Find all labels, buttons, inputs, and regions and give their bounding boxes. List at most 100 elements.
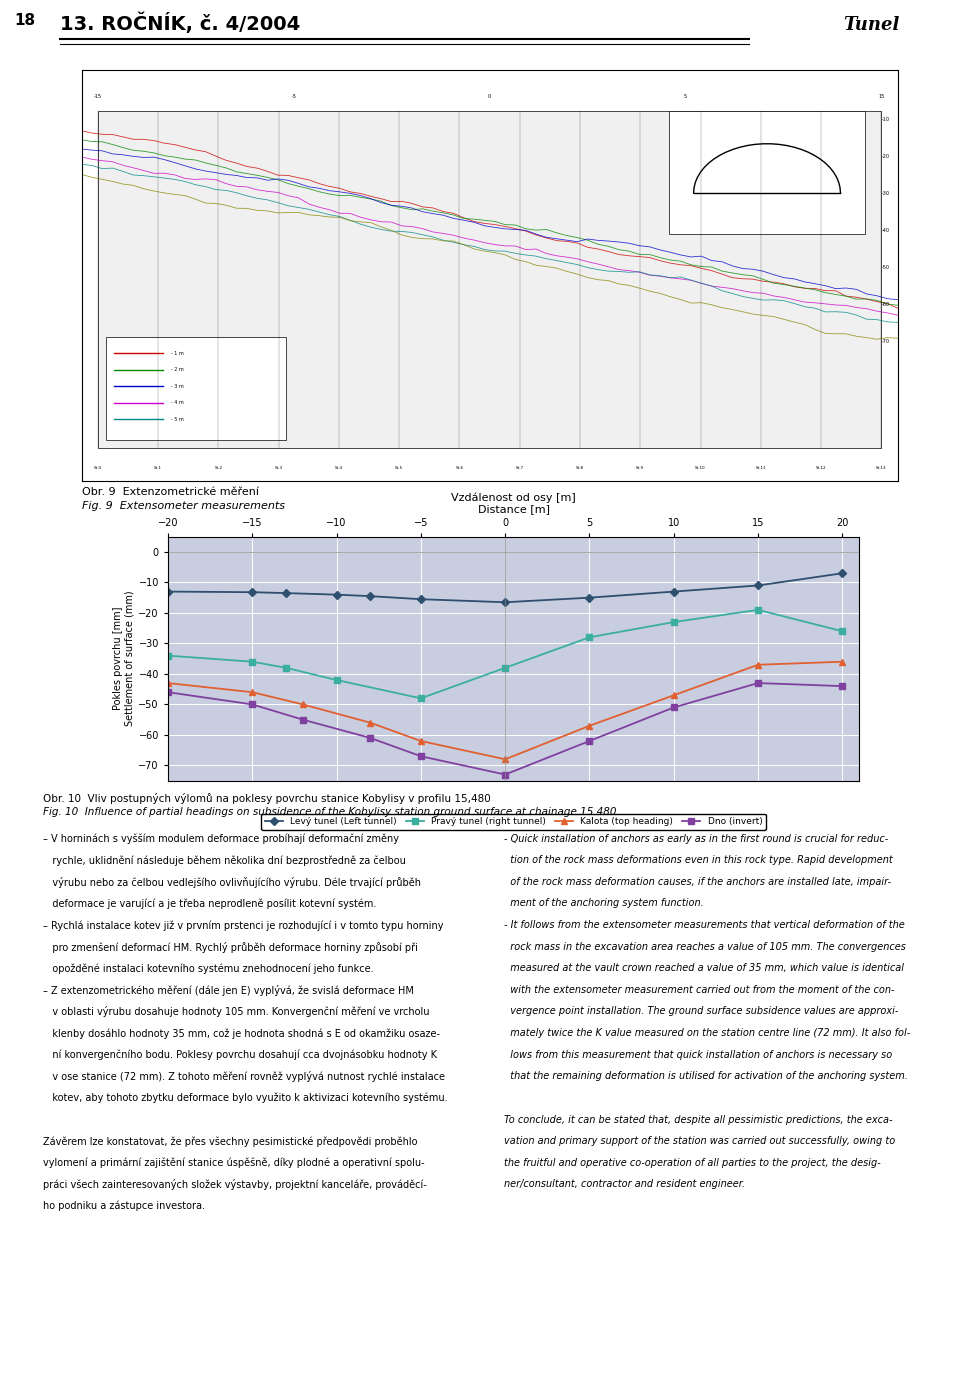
Text: 15: 15 <box>878 95 884 99</box>
Pravý tunel (right tunnel) <box>331 672 343 689</box>
Kalota (top heading) <box>297 696 308 712</box>
Text: tion of the rock mass deformations even in this rock type. Rapid development: tion of the rock mass deformations even … <box>504 855 893 866</box>
Text: measured at the vault crown reached a value of 35 mm, which value is identical: measured at the vault crown reached a va… <box>504 963 904 973</box>
Text: -40: -40 <box>881 227 889 233</box>
Pravý tunel (right tunnel) <box>415 690 426 707</box>
Text: - 5 m: - 5 m <box>172 417 184 422</box>
Text: pro zmenšení deformací HM. Rychlý průběh deformace horniny způsobí při: pro zmenšení deformací HM. Rychlý průběh… <box>43 942 418 952</box>
Text: Závěrem lze konstatovat, že přes všechny pesimistické předpovědi proběhlo: Závěrem lze konstatovat, že přes všechny… <box>43 1136 418 1147</box>
Kalota (top heading) <box>247 684 258 701</box>
Kalota (top heading) <box>365 714 376 730</box>
Bar <box>98 112 881 447</box>
Kalota (top heading) <box>499 751 511 768</box>
Title: Vzdálenost od osy [m]
Distance [m]: Vzdálenost od osy [m] Distance [m] <box>451 492 576 514</box>
Text: St.2: St.2 <box>214 466 223 470</box>
Text: - Quick installation of anchors as early as in the first round is crucial for re: - Quick installation of anchors as early… <box>504 834 888 843</box>
Dno (invert) <box>415 747 426 764</box>
Dno (invert) <box>668 700 680 717</box>
Levý tunel (Left tunnel) <box>162 583 174 599</box>
Text: vergence point installation. The ground surface subsidence values are approxi-: vergence point installation. The ground … <box>504 1006 899 1016</box>
Text: with the extensometer measurement carried out from the moment of the con-: with the extensometer measurement carrie… <box>504 984 895 995</box>
Pravý tunel (right tunnel) <box>668 613 680 630</box>
Bar <box>107 337 286 441</box>
Text: – V horninách s vyšším modulem deformace probíhají deformační změny: – V horninách s vyšším modulem deformace… <box>43 834 399 845</box>
Text: St.9: St.9 <box>636 466 644 470</box>
Kalota (top heading) <box>162 675 174 691</box>
Line: Levý tunel (Left tunnel): Levý tunel (Left tunnel) <box>165 570 845 605</box>
Text: St.13: St.13 <box>876 466 887 470</box>
Text: St.7: St.7 <box>516 466 524 470</box>
Dno (invert) <box>499 767 511 783</box>
Legend: Levý tunel (Left tunnel), Pravý tunel (right tunnel), Kalota (top heading), Dno : Levý tunel (Left tunnel), Pravý tunel (r… <box>261 814 766 829</box>
Pravý tunel (right tunnel) <box>584 629 595 645</box>
Text: rock mass in the excavation area reaches a value of 105 mm. The convergences: rock mass in the excavation area reaches… <box>504 942 906 952</box>
Line: Dno (invert): Dno (invert) <box>165 680 845 778</box>
Dno (invert) <box>836 677 848 694</box>
Text: - 3 m: - 3 m <box>172 383 184 389</box>
Text: – Z extenzometrického měření (dále jen E) vyplývá, že svislá deformace HM: – Z extenzometrického měření (dále jen E… <box>43 984 414 995</box>
Text: -70: -70 <box>881 339 889 343</box>
Text: -15: -15 <box>94 95 102 99</box>
Levý tunel (Left tunnel) <box>499 594 511 611</box>
Text: -30: -30 <box>881 191 889 195</box>
Text: -50: -50 <box>881 265 889 269</box>
Text: ho podniku a zástupce investora.: ho podniku a zástupce investora. <box>43 1200 205 1211</box>
Pravý tunel (right tunnel) <box>280 659 292 676</box>
Text: práci všech zainteresovaných složek výstavby, projektní kanceláře, prováděcí-: práci všech zainteresovaných složek výst… <box>43 1179 427 1190</box>
Kalota (top heading) <box>753 657 764 673</box>
Levý tunel (Left tunnel) <box>753 577 764 594</box>
Text: 13. ROČNÍK, č. 4/2004: 13. ROČNÍK, č. 4/2004 <box>60 13 300 33</box>
Text: -60: -60 <box>881 301 889 307</box>
Text: 5: 5 <box>684 95 687 99</box>
Pravý tunel (right tunnel) <box>753 602 764 619</box>
Pravý tunel (right tunnel) <box>499 659 511 676</box>
Text: Obr. 10  Vliv postupných výlomů na poklesy povrchu stanice Kobylisy v profilu 15: Obr. 10 Vliv postupných výlomů na pokles… <box>43 793 491 803</box>
Text: výrubu nebo za čelbou vedlejšího ovlivňujícího výrubu. Déle trvající průběh: výrubu nebo za čelbou vedlejšího ovlivňu… <box>43 877 421 888</box>
Text: lows from this measurement that quick installation of anchors is necessary so: lows from this measurement that quick in… <box>504 1050 892 1059</box>
Levý tunel (Left tunnel) <box>247 584 258 601</box>
Text: klenby dosáhlo hodnoty 35 mm, což je hodnota shodná s E od okamžiku osaze-: klenby dosáhlo hodnoty 35 mm, což je hod… <box>43 1029 441 1039</box>
Text: -5: -5 <box>291 95 297 99</box>
Text: Obr. 9  Extenzometrické měření: Obr. 9 Extenzometrické měření <box>82 487 258 496</box>
Text: St.12: St.12 <box>816 466 827 470</box>
Text: 0: 0 <box>488 95 492 99</box>
Text: of the rock mass deformation causes, if the anchors are installed late, impair-: of the rock mass deformation causes, if … <box>504 877 891 887</box>
Text: ner/consultant, contractor and resident engineer.: ner/consultant, contractor and resident … <box>504 1179 745 1189</box>
Text: vation and primary support of the station was carried out successfully, owing to: vation and primary support of the statio… <box>504 1136 896 1146</box>
Text: St.3: St.3 <box>275 466 283 470</box>
Levý tunel (Left tunnel) <box>280 584 292 601</box>
Levý tunel (Left tunnel) <box>584 590 595 606</box>
Kalota (top heading) <box>584 718 595 735</box>
Kalota (top heading) <box>415 733 426 750</box>
Text: - 1 m: - 1 m <box>172 351 184 355</box>
Levý tunel (Left tunnel) <box>668 583 680 599</box>
Text: – Rychlá instalace kotev již v prvním prstenci je rozhodující i v tomto typu hor: – Rychlá instalace kotev již v prvním pr… <box>43 920 444 931</box>
Kalota (top heading) <box>836 654 848 671</box>
Text: St.4: St.4 <box>335 466 343 470</box>
Levý tunel (Left tunnel) <box>415 591 426 608</box>
Text: St.8: St.8 <box>576 466 584 470</box>
Dno (invert) <box>297 711 308 728</box>
Dno (invert) <box>584 733 595 750</box>
Levý tunel (Left tunnel) <box>365 588 376 605</box>
Text: that the remaining deformation is utilised for activation of the anchoring syste: that the remaining deformation is utilis… <box>504 1071 908 1082</box>
Text: Tunel: Tunel <box>843 17 900 33</box>
Pravý tunel (right tunnel) <box>162 647 174 664</box>
Text: To conclude, it can be stated that, despite all pessimistic predictions, the exc: To conclude, it can be stated that, desp… <box>504 1115 893 1125</box>
Dno (invert) <box>753 675 764 691</box>
Pravý tunel (right tunnel) <box>836 623 848 640</box>
Text: Fig. 9  Extensometer measurements: Fig. 9 Extensometer measurements <box>82 500 284 510</box>
Text: 18: 18 <box>14 13 36 28</box>
Text: - It follows from the extensometer measurements that vertical deformation of the: - It follows from the extensometer measu… <box>504 920 904 930</box>
Kalota (top heading) <box>668 687 680 704</box>
Text: - 2 m: - 2 m <box>172 368 184 372</box>
Text: vylomení a primární zajištění stanice úspěšně, díky plodné a operativní spolu-: vylomení a primární zajištění stanice ús… <box>43 1157 425 1168</box>
Text: v oblasti výrubu dosahuje hodnoty 105 mm. Konvergenční měření ve vrcholu: v oblasti výrubu dosahuje hodnoty 105 mm… <box>43 1006 430 1018</box>
Y-axis label: Pokles povrchu [mm]
Settlement of surface (mm): Pokles povrchu [mm] Settlement of surfac… <box>112 591 134 726</box>
Text: opožděné instalaci kotevního systému znehodnocení jeho funkce.: opožděné instalaci kotevního systému zne… <box>43 963 373 974</box>
Text: St.11: St.11 <box>756 466 766 470</box>
Levý tunel (Left tunnel) <box>836 565 848 581</box>
Text: rychle, uklidnění následuje během několika dní bezprostředně za čelbou: rychle, uklidnění následuje během několi… <box>43 855 406 866</box>
Dno (invert) <box>247 696 258 712</box>
Levý tunel (Left tunnel) <box>331 587 343 604</box>
